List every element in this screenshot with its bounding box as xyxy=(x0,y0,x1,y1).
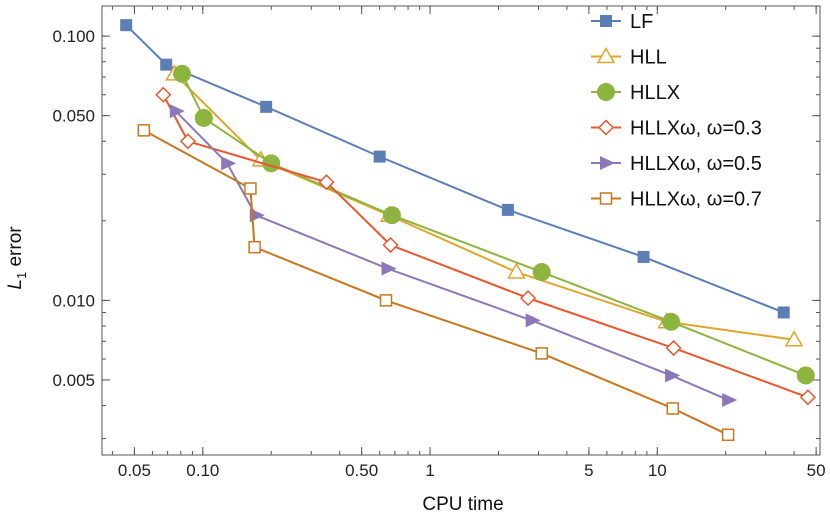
data-point xyxy=(784,330,804,347)
legend-swatch-marker xyxy=(597,119,615,136)
series-5 xyxy=(169,104,738,407)
series-3 xyxy=(173,64,815,385)
plot-border xyxy=(101,5,821,456)
data-point xyxy=(796,366,815,385)
legend-item: HLLXω, ω=0.3 xyxy=(591,118,762,140)
data-point xyxy=(535,347,548,360)
data-point xyxy=(532,263,551,282)
data-point xyxy=(248,240,261,254)
x-tick-label: 0.05 xyxy=(118,461,151,480)
data-point xyxy=(137,124,151,137)
data-point xyxy=(373,150,386,163)
x-tick-label: 10 xyxy=(648,461,667,480)
x-tick-label: 0.50 xyxy=(345,461,378,480)
data-point xyxy=(666,402,680,415)
data-point xyxy=(194,108,213,127)
legend: LF HLL HLLX HLLXω, ω=0.3 HLLXω, ω=0.5 HLLXω, … xyxy=(591,11,762,211)
data-point xyxy=(381,261,397,276)
series-layer xyxy=(120,19,816,442)
legend-swatch-marker xyxy=(596,46,616,64)
x-tick-label: 50 xyxy=(807,461,826,480)
data-point xyxy=(507,262,526,279)
legend-item: HLL xyxy=(591,47,667,69)
data-point xyxy=(799,389,816,406)
data-point xyxy=(169,104,185,119)
y-axis-label-suffix: error xyxy=(5,226,26,272)
data-point xyxy=(501,203,514,216)
data-point xyxy=(382,236,399,254)
x-axis-label: CPU time xyxy=(422,494,503,515)
data-point xyxy=(244,182,257,195)
legend-item: LF xyxy=(591,11,653,33)
y-axis-label: L1 error xyxy=(5,226,29,290)
data-point xyxy=(160,58,173,71)
y-axis-label-main: L xyxy=(5,279,26,290)
y-axis-label-subscript: 1 xyxy=(14,272,29,279)
legend-item: HLLX xyxy=(591,82,680,104)
data-point xyxy=(520,290,537,307)
legend-label: LF xyxy=(630,11,653,33)
x-tick-label: 1 xyxy=(425,461,434,480)
data-point xyxy=(221,156,237,171)
data-point xyxy=(665,340,682,357)
legend-label: HLLXω, ω=0.3 xyxy=(630,118,762,140)
x-tick-label: 0.10 xyxy=(186,461,219,480)
series-1 xyxy=(120,19,790,319)
x-tick-label: 5 xyxy=(584,461,593,480)
y-tick-label: 0.050 xyxy=(52,107,95,126)
legend-swatch-marker xyxy=(599,192,613,205)
data-point xyxy=(260,100,273,113)
y-tick-label: 0.005 xyxy=(52,371,95,390)
series-4 xyxy=(155,86,816,406)
legend-label: HLLXω, ω=0.5 xyxy=(630,153,762,175)
data-point xyxy=(722,392,738,407)
data-point xyxy=(662,312,681,331)
y-axis-ticks: 0.005 0.010 0.050 0.100 xyxy=(52,27,820,440)
data-point xyxy=(721,428,735,442)
data-point xyxy=(525,313,541,328)
data-point xyxy=(777,306,790,319)
legend-label: HLL xyxy=(630,47,667,69)
y-tick-label: 0.010 xyxy=(52,291,95,310)
x-axis-ticks: 0.05 0.10 0.50 1 5 10 50 xyxy=(111,6,826,480)
legend-item: HLLXω, ω=0.5 xyxy=(591,153,762,175)
legend-item: HLLXω, ω=0.7 xyxy=(591,189,762,211)
legend-swatch-marker xyxy=(600,156,615,170)
legend-swatch-marker xyxy=(597,83,615,101)
data-point xyxy=(383,206,402,225)
data-point xyxy=(120,19,133,32)
legend-label: HLLXω, ω=0.7 xyxy=(630,189,762,211)
series-line xyxy=(143,129,729,436)
data-point xyxy=(318,174,335,191)
plot-frame xyxy=(101,5,821,456)
data-point xyxy=(637,250,650,263)
legend-swatch-marker xyxy=(600,15,612,27)
y-tick-label: 0.100 xyxy=(52,27,95,46)
data-point xyxy=(179,133,197,150)
series-6 xyxy=(137,124,735,442)
data-point xyxy=(379,294,393,307)
data-point xyxy=(155,86,172,103)
data-point xyxy=(173,64,192,83)
data-point xyxy=(665,368,681,383)
legend-label: HLLX xyxy=(630,82,680,104)
